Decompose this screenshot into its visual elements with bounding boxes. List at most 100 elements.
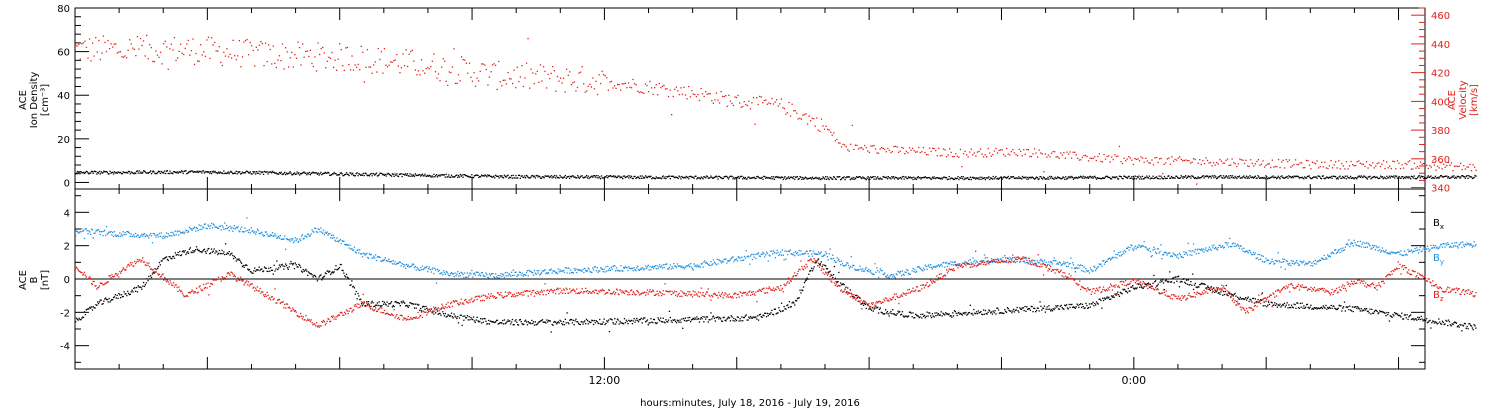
bx-point	[1219, 293, 1221, 295]
density-point	[714, 176, 716, 178]
density-point	[990, 177, 993, 179]
density-point	[1061, 177, 1063, 179]
density-point	[1281, 175, 1283, 177]
bx-point	[153, 272, 155, 274]
bx-point	[1109, 298, 1111, 300]
velocity-point	[772, 103, 775, 105]
by-point	[143, 233, 146, 235]
bx-point	[727, 317, 729, 319]
velocity-point	[126, 57, 128, 59]
density-point	[1112, 176, 1114, 179]
density-point	[140, 171, 142, 173]
velocity-point	[504, 79, 506, 81]
bx-point	[1118, 295, 1121, 297]
bx-point	[77, 319, 79, 321]
by-point	[373, 255, 375, 257]
density-point	[437, 175, 439, 177]
bx-point	[205, 252, 207, 254]
bx-point	[476, 316, 478, 318]
density-point	[162, 171, 164, 173]
by-point	[617, 269, 619, 272]
density-point	[291, 174, 293, 176]
density-point	[1192, 175, 1194, 177]
density-point	[1065, 176, 1067, 178]
velocity-point	[325, 67, 327, 69]
bx-point	[898, 311, 900, 314]
density-point	[493, 175, 495, 177]
density-point	[1107, 176, 1109, 178]
bx-point	[1077, 304, 1079, 306]
density-point	[1333, 175, 1335, 177]
velocity-point	[326, 60, 328, 62]
by-point	[261, 231, 263, 233]
density-point	[489, 175, 491, 177]
density-point	[924, 176, 926, 178]
by-point	[265, 231, 267, 233]
velocity-point	[1463, 165, 1465, 167]
bx-point	[815, 262, 817, 264]
velocity-point	[1399, 168, 1402, 170]
bx-point	[1425, 320, 1427, 322]
density-point	[745, 178, 747, 180]
bx-point	[290, 260, 292, 263]
velocity-point	[1430, 166, 1432, 168]
density-point	[277, 173, 280, 175]
by-point	[238, 230, 240, 232]
by-point	[428, 266, 431, 268]
bx-point	[121, 296, 124, 298]
by-point	[326, 231, 328, 233]
by-point	[127, 230, 129, 233]
bx-point	[1112, 295, 1114, 297]
density-point	[492, 176, 494, 178]
velocity-point	[581, 66, 583, 68]
bx-point	[100, 299, 102, 301]
velocity-point	[1322, 166, 1324, 168]
density-point	[1035, 176, 1038, 178]
density-point	[1218, 176, 1220, 178]
density-point	[555, 175, 558, 177]
bx-point	[689, 316, 691, 319]
density-point	[1093, 176, 1095, 178]
density-point	[691, 176, 694, 178]
bx-point	[825, 265, 827, 267]
density-point	[384, 173, 386, 176]
density-point	[1354, 177, 1356, 179]
density-point	[225, 172, 227, 174]
bx-point	[1221, 289, 1223, 291]
bx-point	[1162, 279, 1164, 281]
density-point	[740, 175, 742, 177]
by-point	[360, 253, 363, 255]
bx-point	[154, 268, 156, 270]
bx-point	[867, 304, 869, 306]
density-point	[1149, 178, 1151, 180]
by-point	[435, 269, 437, 271]
density-point	[317, 172, 319, 174]
bx-point	[1275, 304, 1277, 307]
velocity-point	[881, 147, 883, 149]
bx-point	[319, 274, 321, 277]
by-point	[465, 276, 467, 278]
by-point	[408, 266, 410, 268]
density-point	[1129, 177, 1131, 179]
by-point	[123, 234, 125, 236]
velocity-point	[1345, 161, 1348, 163]
velocity-point	[927, 154, 929, 156]
by-point	[345, 244, 347, 246]
bx-point	[1195, 286, 1197, 288]
by-point	[389, 261, 391, 263]
density-point	[1196, 177, 1198, 179]
by-point	[401, 262, 403, 265]
velocity-point	[224, 55, 227, 57]
density-point	[1188, 176, 1190, 178]
bx-point	[245, 264, 247, 266]
velocity-point	[833, 132, 835, 134]
density-point	[84, 172, 86, 174]
bx-point	[1085, 302, 1087, 305]
bx-point	[1286, 302, 1288, 304]
by-point	[104, 229, 106, 231]
bx-point	[1341, 310, 1343, 312]
bx-point	[1236, 300, 1238, 303]
density-point	[964, 177, 966, 179]
density-point	[1379, 177, 1381, 179]
density-point	[1383, 176, 1385, 178]
